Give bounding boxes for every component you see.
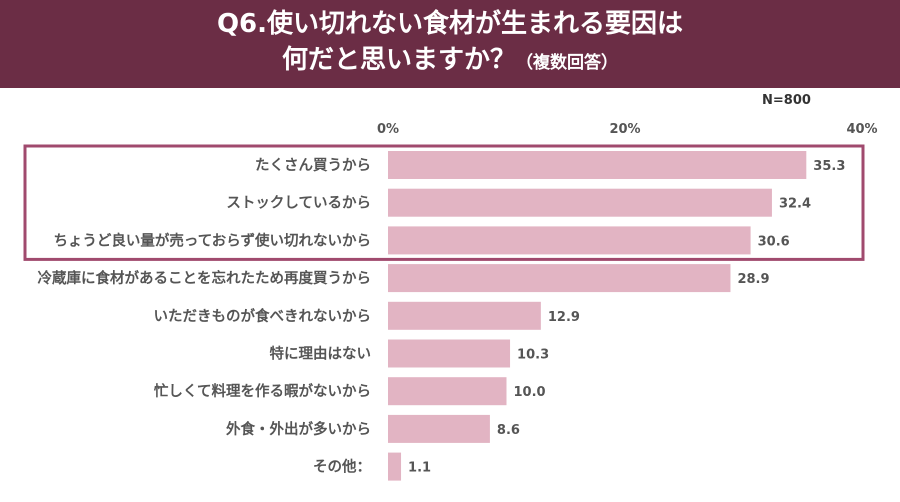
bar (388, 301, 541, 330)
bar (388, 452, 402, 481)
category-label: 忙しくて料理を作る暇がないから (154, 382, 371, 400)
category-label: その他： (313, 458, 371, 476)
category-label: ストックしているから (226, 195, 371, 212)
highlight-box (23, 144, 865, 261)
bar (388, 264, 731, 293)
bar (388, 339, 511, 368)
bar (388, 151, 807, 179)
category-label: 外食・外出が多いから (226, 420, 371, 438)
bar (388, 414, 490, 443)
chart-title-line1: Q6.使い切れない食材が生まれる要因は (216, 9, 684, 39)
chart-header: Q6.使い切れない食材が生まれる要因は 何だと思いますか？（複数回答） (0, 0, 900, 88)
category-label: 特に理由はない (270, 345, 372, 363)
value-label: 35.3 (813, 159, 845, 174)
value-label: 10.3 (517, 348, 549, 363)
value-label: 32.4 (779, 197, 811, 212)
value-label: 1.1 (408, 461, 431, 476)
x-tick-label: 0% (377, 122, 399, 137)
chart-title-sub: （複数回答） (516, 53, 618, 73)
value-label: 28.9 (737, 272, 769, 287)
category-label: 冷蔵庫に食材があることを忘れたため再度買うから (38, 269, 372, 287)
sample-size-label: N=800 (762, 93, 811, 108)
bar (388, 188, 772, 217)
value-label: 10.0 (514, 385, 546, 400)
x-tick-label: 20% (609, 122, 640, 137)
chart-title-main: 何だと思いますか？ (281, 45, 516, 75)
category-label: ちょうど良い量が売っておらず使い切れないから (53, 231, 371, 249)
value-label: 12.9 (548, 310, 580, 325)
chart-title-line2: 何だと思いますか？（複数回答） (0, 44, 900, 79)
category-label: たくさん買うから (255, 157, 371, 174)
value-label: 30.6 (758, 234, 790, 249)
value-label: 8.6 (497, 423, 520, 438)
category-label: いただきものが食べきれないから (154, 307, 372, 325)
bar (388, 226, 751, 255)
bar (388, 377, 507, 406)
x-tick-label: 40% (846, 122, 877, 137)
